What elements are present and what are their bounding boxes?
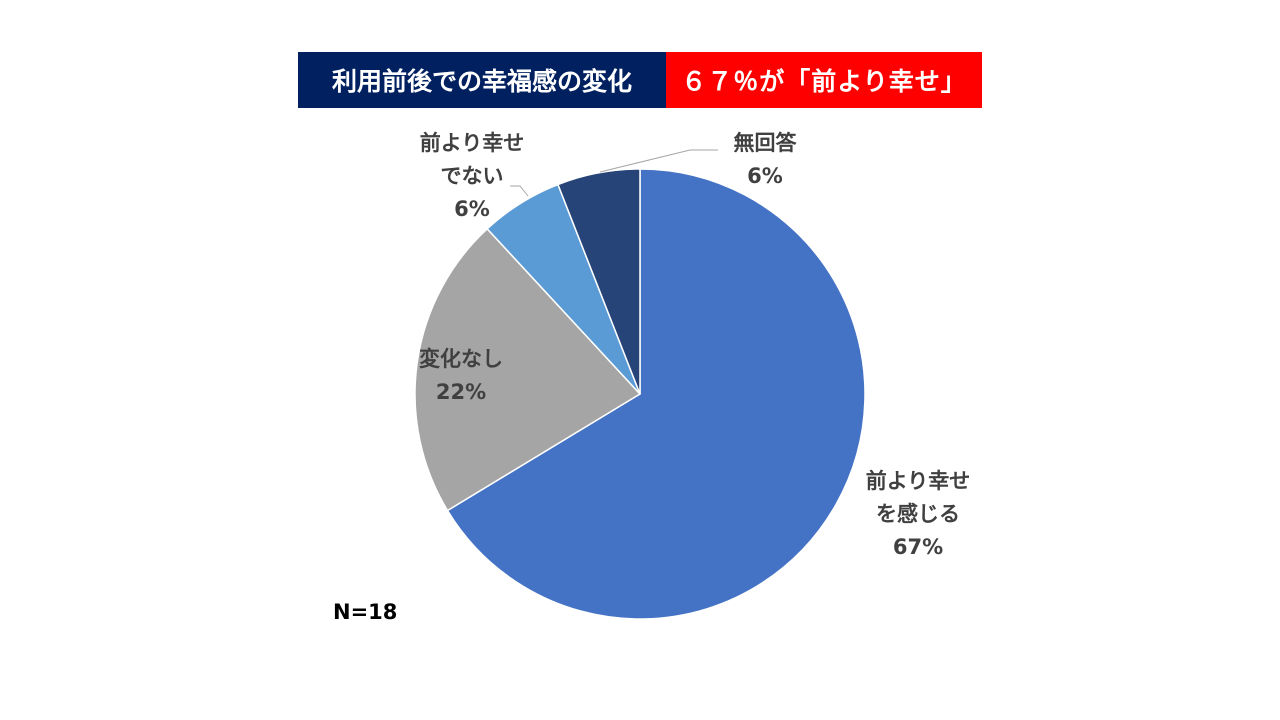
slice-name-label-2: 変化なし (419, 347, 503, 371)
slice-name-label-1: 前より幸せ (866, 469, 971, 493)
slice-name-label-3: でない (441, 164, 504, 188)
leader-line-3 (510, 185, 529, 197)
slice-name-label-4: 無回答 (734, 131, 798, 155)
slice-percent-label-4: 6% (747, 164, 783, 188)
pie-slice-4 (556, 168, 641, 395)
pie-slice-1 (446, 168, 866, 620)
leader-line-4 (599, 149, 718, 173)
slice-percent-label-3: 6% (454, 197, 490, 221)
slice-percent-label-1: 67% (893, 535, 943, 559)
pie-slice-2 (414, 227, 642, 512)
chart-title: 利用前後での幸福感の変化 (298, 52, 666, 108)
pie-slices (414, 168, 866, 620)
highlight-banner: ６７％が「前より幸せ」 (666, 52, 982, 108)
slice-name-label-3: 前より幸せ (420, 131, 525, 155)
leader-lines (510, 149, 718, 197)
slice-name-label-1: を感じる (876, 502, 960, 526)
sample-size-label: N=18 (333, 600, 398, 624)
slice-percent-label-2: 22% (436, 380, 486, 404)
